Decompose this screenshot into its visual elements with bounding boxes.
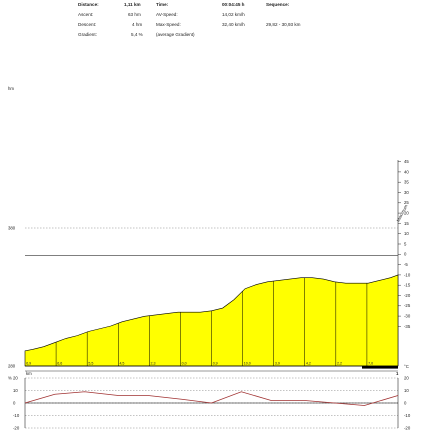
gradient-right-tick: -10 bbox=[404, 413, 411, 418]
maxspeed-label: Max-Speed: bbox=[156, 22, 181, 27]
right-tick-label: -5 bbox=[404, 262, 408, 267]
right-tick-label: 10 bbox=[404, 231, 409, 236]
descent-value: 4 hm bbox=[132, 22, 143, 27]
segment-gradient-label: 10,0 bbox=[244, 362, 251, 366]
segment-gradient-label: 6,6 bbox=[57, 362, 62, 366]
segment-gradient-label: 0,9 bbox=[213, 362, 218, 366]
segment-gradient-label: 7,0 bbox=[368, 362, 373, 366]
ascent-label: Ascent: bbox=[78, 12, 94, 17]
right-tick-label: 0 bbox=[404, 252, 407, 257]
stats-panel: Distance: 1,11 km Time: 00:04:45 h Seque… bbox=[0, 0, 423, 50]
elevation-profile: 6,9 6,6 5,5 4,5 2,3 0,0 0,9 10,0 3,9 4,2 2,2 7,0 1 km… bbox=[8, 226, 399, 377]
gradient-line bbox=[24, 391, 399, 406]
gradient-unit-label: % bbox=[8, 376, 12, 381]
maxspeed-value: 32,40 km/h bbox=[222, 22, 245, 27]
y-tick-top: 380 bbox=[8, 226, 16, 231]
descent-label: Descent: bbox=[78, 22, 97, 27]
gradient-left-tick: 10 bbox=[13, 388, 18, 393]
right-tick-label: 40 bbox=[404, 169, 409, 174]
time-value: 00:04:45 h bbox=[222, 2, 245, 7]
gradient-right-tick: -20 bbox=[404, 426, 411, 430]
distance-value: 1,11 km bbox=[124, 2, 141, 7]
sequence-label: Sequence: bbox=[266, 2, 290, 7]
right-tick-label: -35 bbox=[404, 324, 411, 329]
gradient-right-tick: 10 bbox=[404, 388, 409, 393]
right-tick-label: -25 bbox=[404, 303, 411, 308]
right-tick-label: -30 bbox=[404, 314, 411, 319]
right-tick-label: 5 bbox=[404, 241, 407, 246]
gradient-left-tick: 20 bbox=[13, 376, 18, 381]
segment-gradient-label: 4,2 bbox=[306, 362, 311, 366]
right-tick-label: 45 bbox=[404, 159, 409, 164]
gradient-left-tick: 0 bbox=[13, 401, 16, 406]
right-tick-label: 35 bbox=[404, 180, 409, 185]
gradient-right-tick: 20 bbox=[404, 376, 409, 381]
sequence-value: 29,82 - 30,93 km bbox=[266, 22, 301, 27]
segment-gradient-label: 2,3 bbox=[151, 362, 156, 366]
y-tick-bottom: 280 bbox=[8, 364, 16, 369]
y-axis-unit-label: hm bbox=[8, 86, 14, 91]
segment-gradient-label: 3,9 bbox=[275, 362, 280, 366]
time-label: Time: bbox=[156, 2, 169, 7]
gradient-value: 5,4 % bbox=[131, 32, 143, 37]
right-tick-label: -20 bbox=[404, 293, 411, 298]
segment-gradient-label: 4,5 bbox=[119, 362, 124, 366]
segment-gradient-label: 0,0 bbox=[182, 362, 187, 366]
x-axis-label: km bbox=[26, 371, 32, 376]
gradient-right-tick: 0 bbox=[404, 401, 407, 406]
gradient-note: (average Gradient) bbox=[156, 32, 195, 37]
gradient-left-tick: -20 bbox=[13, 426, 20, 430]
right-tick-label: 30 bbox=[404, 190, 409, 195]
right-tick-label: 20 bbox=[404, 211, 409, 216]
avspeed-label: AV-Speed: bbox=[156, 12, 178, 17]
distance-label: Distance: bbox=[78, 2, 99, 7]
right-axis-unit: °C bbox=[404, 364, 409, 369]
segment-gradient-label: 6,9 bbox=[26, 362, 31, 366]
x-tick-1: 1 bbox=[396, 371, 399, 376]
right-tick-label: -10 bbox=[404, 272, 411, 277]
right-tick-label: 25 bbox=[404, 200, 409, 205]
ascent-value: 63 hm bbox=[128, 12, 141, 17]
gradient-left-tick: -10 bbox=[13, 413, 20, 418]
right-tick-label: -15 bbox=[404, 283, 411, 288]
segment-gradient-label: 2,2 bbox=[337, 362, 342, 366]
segment-gradient-label: 5,5 bbox=[88, 362, 93, 366]
right-tick-label: 15 bbox=[404, 221, 409, 226]
selection-marker bbox=[362, 366, 398, 369]
gradient-label: Gradient: bbox=[78, 32, 97, 37]
avspeed-value: 14,02 km/h bbox=[222, 12, 245, 17]
